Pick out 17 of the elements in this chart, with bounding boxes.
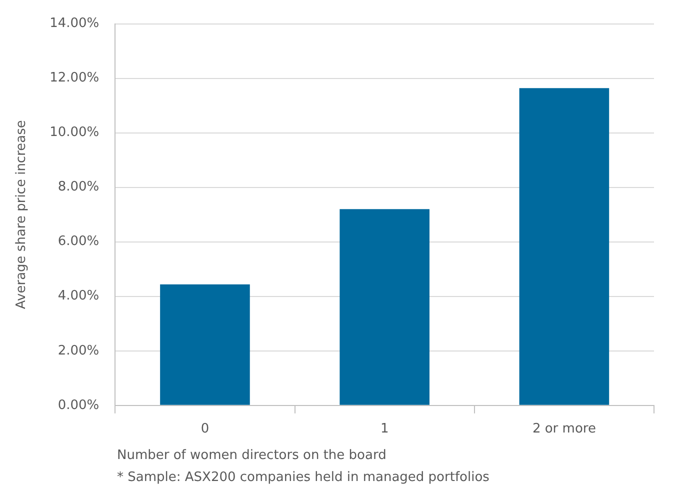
- bar: [160, 284, 250, 405]
- y-tick-label: 8.00%: [58, 180, 100, 195]
- y-tick-label: 14.00%: [50, 16, 100, 32]
- bar: [340, 209, 430, 405]
- y-tick-label: 6.00%: [58, 234, 100, 250]
- y-tick-label: 0.00%: [58, 398, 100, 413]
- bar: [519, 88, 610, 405]
- x-tick-label: 0: [200, 422, 210, 437]
- y-axis-title: Average share price increase: [14, 120, 30, 310]
- y-tick-label: 4.00%: [58, 288, 100, 304]
- y-tick-label: 12.00%: [50, 70, 100, 86]
- x-axis-title: Number of women directors on the board: [117, 448, 386, 463]
- text: * Sample: ASX200 companies held in managed portfolios: [117, 470, 490, 485]
- x-tick-label: 1: [380, 422, 389, 437]
- y-tick-label: 10.00%: [50, 125, 100, 140]
- x-tick-label: 2 or more: [532, 422, 596, 437]
- y-tick-label: 2.00%: [58, 343, 100, 358]
